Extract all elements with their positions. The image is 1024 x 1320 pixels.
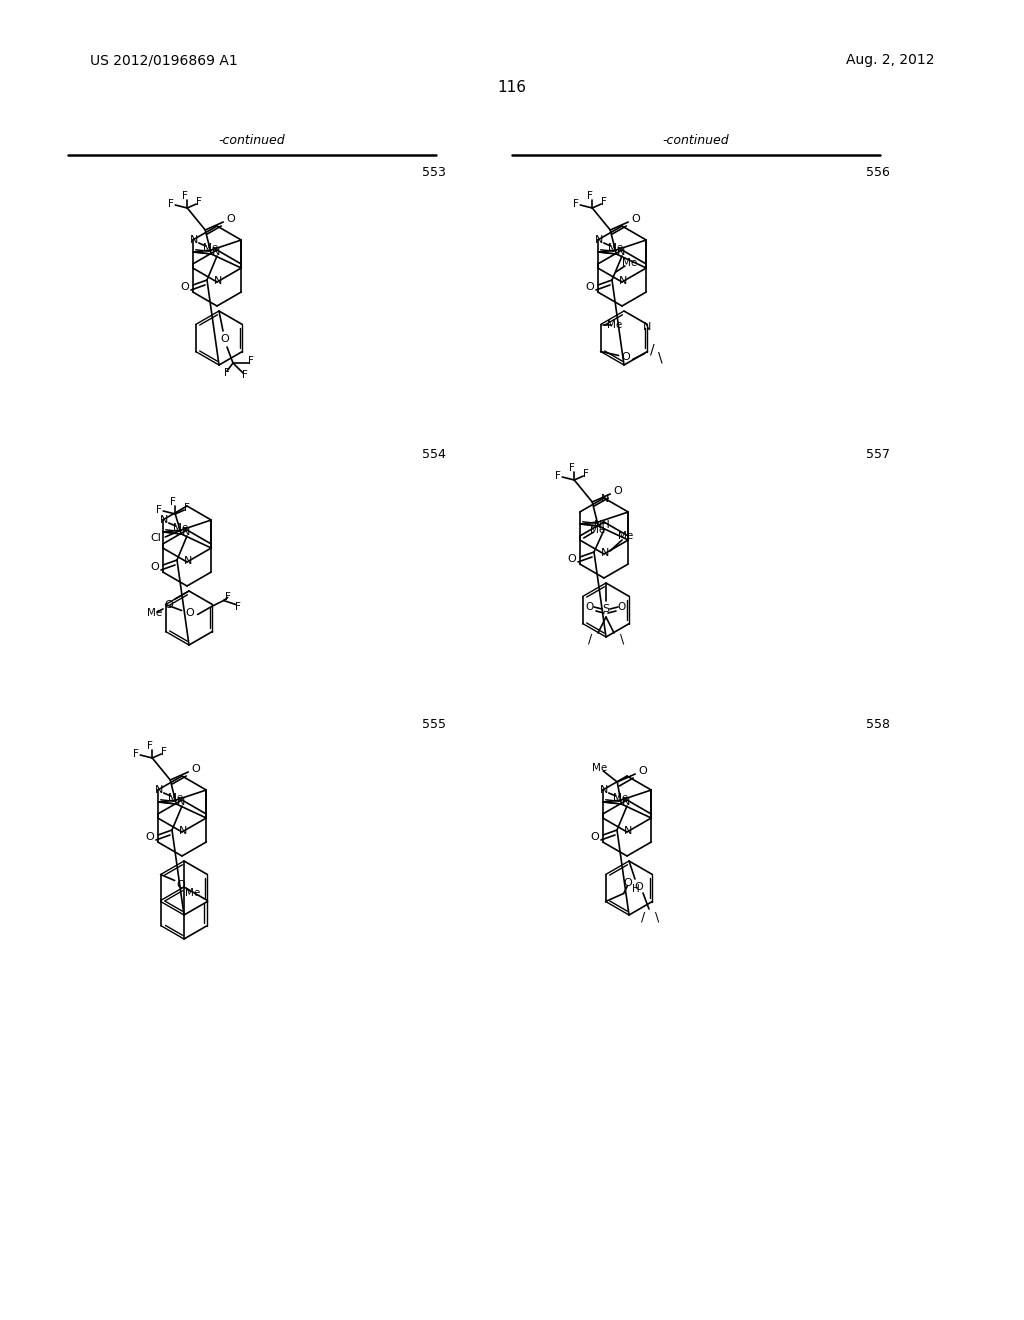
Text: \: \	[655, 911, 659, 924]
Text: O: O	[613, 486, 623, 496]
Text: Me: Me	[608, 243, 624, 253]
Text: F: F	[588, 191, 593, 201]
Text: /: /	[650, 342, 655, 356]
Text: O: O	[622, 352, 630, 363]
Text: F: F	[569, 463, 575, 473]
Text: F: F	[248, 356, 254, 366]
Text: F: F	[242, 370, 248, 380]
Text: O: O	[176, 879, 185, 890]
Text: N: N	[601, 548, 609, 558]
Text: N: N	[184, 556, 193, 566]
Text: Aug. 2, 2012: Aug. 2, 2012	[846, 53, 934, 67]
Text: N: N	[182, 527, 190, 537]
Text: Me: Me	[592, 763, 607, 774]
Text: N: N	[214, 276, 222, 286]
Text: N: N	[189, 235, 198, 246]
Text: O: O	[220, 334, 229, 345]
Text: F: F	[133, 748, 139, 759]
Text: 555: 555	[422, 718, 446, 731]
Text: \: \	[620, 632, 624, 645]
Text: 554: 554	[422, 449, 446, 462]
Text: Me: Me	[590, 525, 605, 535]
Text: F: F	[555, 471, 561, 480]
Text: F: F	[584, 469, 589, 479]
Text: F: F	[601, 197, 607, 207]
Text: F: F	[182, 191, 188, 201]
Text: O: O	[165, 601, 173, 610]
Text: F: F	[168, 199, 174, 209]
Text: F: F	[170, 498, 176, 507]
Text: 558: 558	[866, 718, 890, 731]
Text: N: N	[179, 826, 187, 836]
Text: 556: 556	[866, 166, 890, 180]
Text: Me: Me	[618, 531, 634, 541]
Text: F: F	[234, 602, 241, 611]
Text: F: F	[147, 741, 154, 751]
Text: H: H	[632, 884, 640, 895]
Text: O: O	[617, 602, 626, 612]
Text: F: F	[197, 197, 202, 207]
Text: F: F	[224, 591, 230, 602]
Text: \: \	[658, 351, 663, 364]
Text: 116: 116	[498, 81, 526, 95]
Text: O: O	[191, 764, 201, 774]
Text: O: O	[227, 214, 236, 224]
Text: N: N	[622, 797, 630, 807]
Text: /: /	[588, 632, 592, 645]
Text: -continued: -continued	[663, 133, 729, 147]
Text: N: N	[160, 515, 168, 525]
Text: O: O	[632, 214, 641, 224]
Text: 557: 557	[866, 449, 890, 462]
Text: /: /	[641, 911, 645, 924]
Text: O: O	[586, 602, 594, 612]
Text: N: N	[177, 797, 185, 807]
Text: N: N	[155, 785, 163, 795]
Text: Me: Me	[173, 523, 188, 533]
Text: F: F	[162, 747, 167, 756]
Text: O: O	[635, 882, 643, 892]
Text: F: F	[157, 506, 162, 515]
Text: Me: Me	[168, 793, 183, 803]
Text: O: O	[586, 282, 594, 292]
Text: O: O	[639, 766, 647, 776]
Text: F: F	[184, 503, 190, 513]
Text: Cl: Cl	[151, 533, 161, 543]
Text: N: N	[595, 235, 603, 246]
Text: N: N	[616, 247, 626, 257]
Text: NH: NH	[594, 520, 610, 531]
Text: Me: Me	[607, 319, 623, 330]
Text: S: S	[602, 605, 609, 614]
Text: O: O	[145, 832, 155, 842]
Text: Me: Me	[623, 257, 638, 268]
Text: F: F	[224, 368, 230, 378]
Text: Me: Me	[147, 609, 163, 618]
Text: Me: Me	[185, 887, 201, 898]
Text: O: O	[185, 607, 194, 618]
Text: N: N	[600, 785, 608, 795]
Text: US 2012/0196869 A1: US 2012/0196869 A1	[90, 53, 238, 67]
Text: Me: Me	[613, 793, 629, 803]
Text: N: N	[618, 276, 627, 286]
Text: O: O	[567, 554, 577, 564]
Text: Me: Me	[203, 243, 218, 253]
Text: 553: 553	[422, 166, 446, 180]
Text: N: N	[624, 826, 632, 836]
Text: -continued: -continued	[219, 133, 286, 147]
Text: O: O	[180, 282, 189, 292]
Text: F: F	[573, 199, 580, 209]
Text: O: O	[151, 562, 160, 572]
Text: N: N	[212, 247, 220, 257]
Text: N: N	[601, 494, 609, 504]
Text: O: O	[591, 832, 599, 842]
Text: O: O	[624, 879, 632, 888]
Text: N: N	[643, 322, 651, 331]
